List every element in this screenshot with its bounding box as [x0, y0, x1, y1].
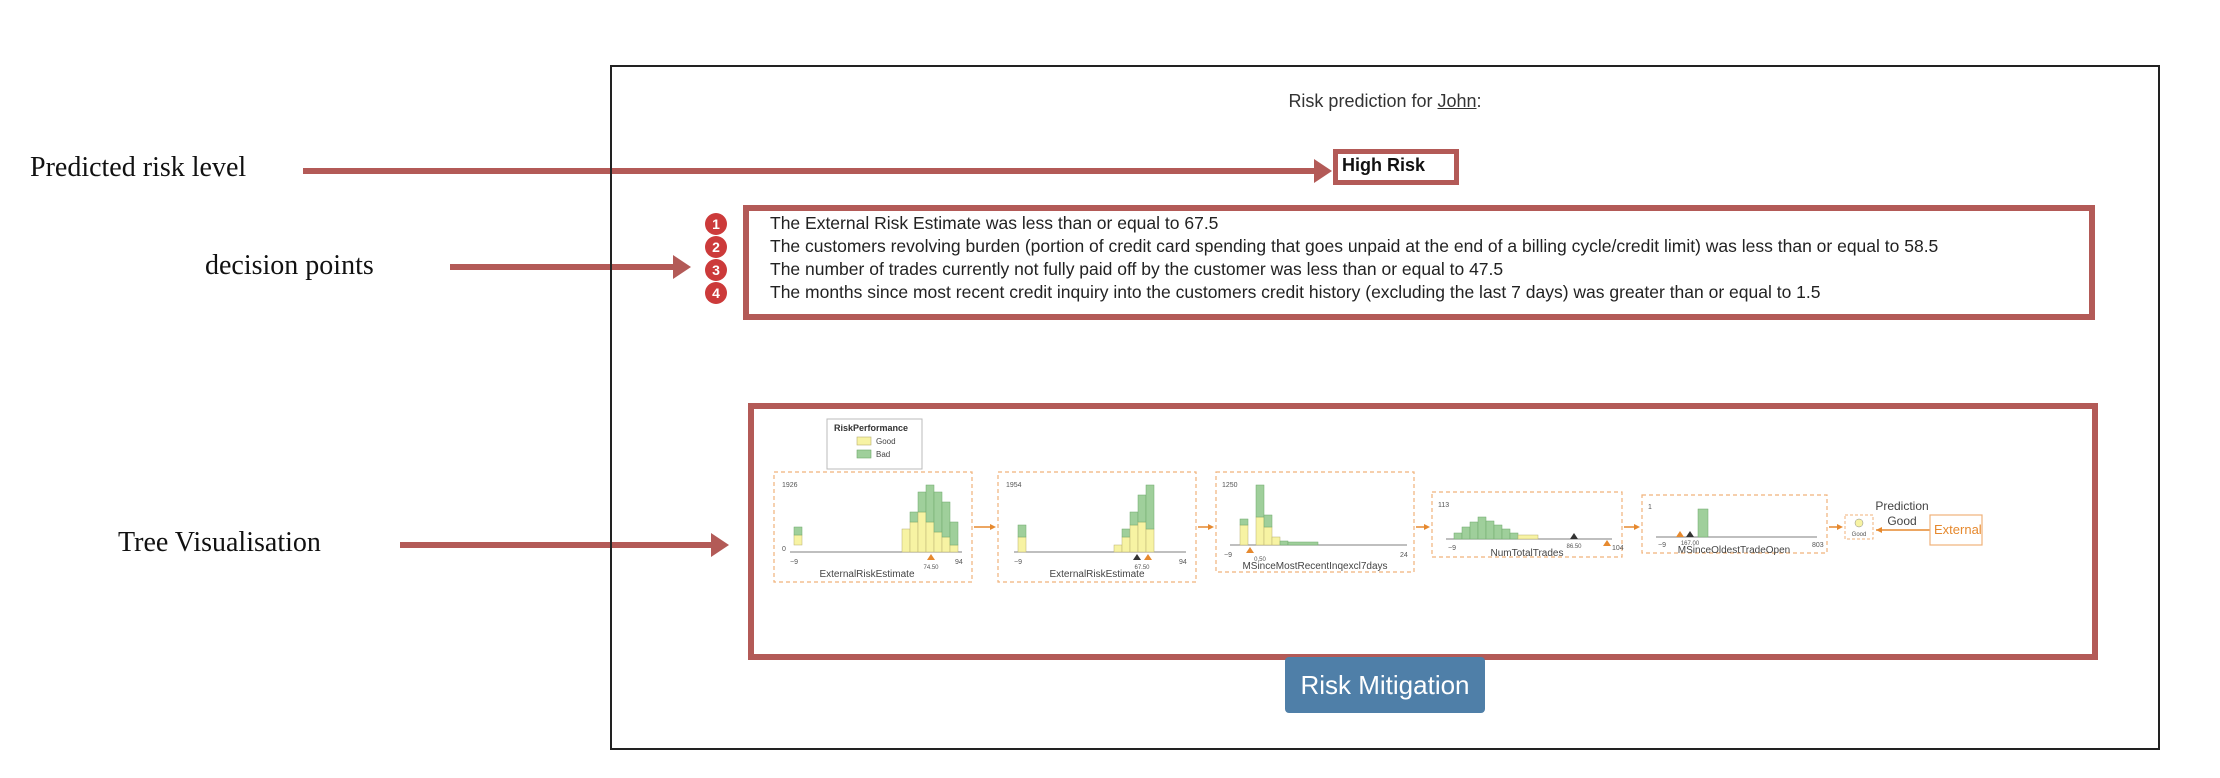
- decision-points-arrow: [450, 255, 691, 279]
- node-3-xmin: −9: [1224, 552, 1232, 559]
- external-node: External: [1929, 514, 1983, 546]
- node-1-xmax: 94: [955, 559, 963, 566]
- node-2-xmax: 94: [1179, 559, 1187, 566]
- leaf-label: Good: [1852, 532, 1867, 538]
- title-suffix: :: [1476, 91, 1482, 111]
- node-3-xmax: 24: [1400, 552, 1408, 559]
- node-3-split: 0.50: [1254, 557, 1266, 563]
- node-2-feature: ExternalRiskEstimate: [1049, 569, 1144, 580]
- tree-visualisation-highlight: [748, 403, 2098, 660]
- tree-node-5: 1 −9 803 167.00 MSinceOldestTradeOpen: [1641, 494, 1828, 556]
- node-5-xmax: 803: [1812, 542, 1824, 549]
- node-1-feature: ExternalRiskEstimate: [819, 569, 914, 580]
- prediction-title: Prediction: [1875, 499, 1928, 513]
- node-2-split: 67.50: [1134, 565, 1150, 571]
- risk-level-label: High Risk: [1342, 155, 1426, 175]
- decision-point-4-badge: 4: [705, 282, 727, 304]
- node-1-split: 74.50: [923, 565, 939, 571]
- decision-point-3-badge: 3: [705, 259, 727, 281]
- node-3-feature: MSinceMostRecentInqexcl7days: [1242, 561, 1387, 572]
- node-4-feature: NumTotalTrades: [1491, 548, 1564, 559]
- legend-bad: Bad: [876, 450, 890, 459]
- prediction-value: Good: [1887, 514, 1916, 528]
- decision-point-4-text: The months since most recent credit inqu…: [770, 282, 1821, 302]
- node-3-ymax: 1250: [1222, 482, 1238, 489]
- legend-good: Good: [876, 437, 896, 446]
- risk-level-highlight: [1333, 149, 1459, 185]
- risk-level-arrow: [303, 159, 1332, 183]
- tree-node-3: 1250 −9 24 0.50 MSinceMostRecentInqexcl7…: [1215, 471, 1415, 573]
- tree-node-2: 1954 −9 94 67.50 ExternalRiskEstimate: [997, 471, 1197, 583]
- node-4-ymax: 113: [1438, 502, 1449, 509]
- node-5-xmin: −9: [1658, 542, 1666, 549]
- customer-name: John: [1437, 91, 1477, 111]
- external-label: External: [1934, 522, 1982, 537]
- node-5-split: 167.00: [1681, 541, 1700, 547]
- legend: RiskPerformance Good Bad: [826, 418, 923, 470]
- annotation-risk-level: Predicted risk level: [30, 152, 247, 183]
- legend-title: RiskPerformance: [834, 423, 908, 433]
- decision-point-1-badge: 1: [705, 213, 727, 235]
- tree-node-1: 1926 0 −9 94 74.50 ExternalRiskEstimate: [773, 471, 973, 583]
- annotation-tree-visualisation: Tree Visualisation: [118, 527, 321, 558]
- node-1-ymax: 1926: [782, 482, 798, 489]
- risk-panel: Risk prediction for John: High Risk 1 Th…: [610, 65, 2160, 750]
- decision-point-2-badge: 2: [705, 236, 727, 258]
- node-4-split: 86.50: [1566, 544, 1582, 550]
- node-1-ymin: 0: [782, 546, 786, 553]
- annotation-decision-points: decision points: [205, 250, 374, 281]
- risk-mitigation-button[interactable]: Risk Mitigation: [1285, 657, 1485, 713]
- decision-points-highlight: [743, 205, 2095, 320]
- decision-tree-visualisation: RiskPerformance Good Bad 1926 0: [773, 418, 1983, 583]
- tree-vis-arrow: [400, 533, 729, 557]
- node-2-ymax: 1954: [1006, 482, 1022, 489]
- node-4-xmin: −9: [1448, 545, 1456, 552]
- decision-point-2-text: The customers revolving burden (portion …: [770, 236, 1939, 256]
- page-title: Risk prediction for John:: [612, 91, 2158, 112]
- node-2-xmin: −9: [1014, 559, 1022, 566]
- tree-leaf: Good: [1844, 514, 1874, 540]
- node-1-xmin: −9: [790, 559, 798, 566]
- node-5-feature: MSinceOldestTradeOpen: [1678, 545, 1790, 556]
- node-4-xmax: 104: [1612, 545, 1624, 552]
- tree-node-4: 113 −9 104 86.50 NumTotalTrades: [1431, 491, 1624, 559]
- decision-point-1-text: The External Risk Estimate was less than…: [770, 213, 1219, 233]
- node-5-ymax: 1: [1648, 504, 1652, 511]
- title-prefix: Risk prediction for: [1288, 91, 1438, 111]
- decision-point-3-text: The number of trades currently not fully…: [770, 259, 1504, 279]
